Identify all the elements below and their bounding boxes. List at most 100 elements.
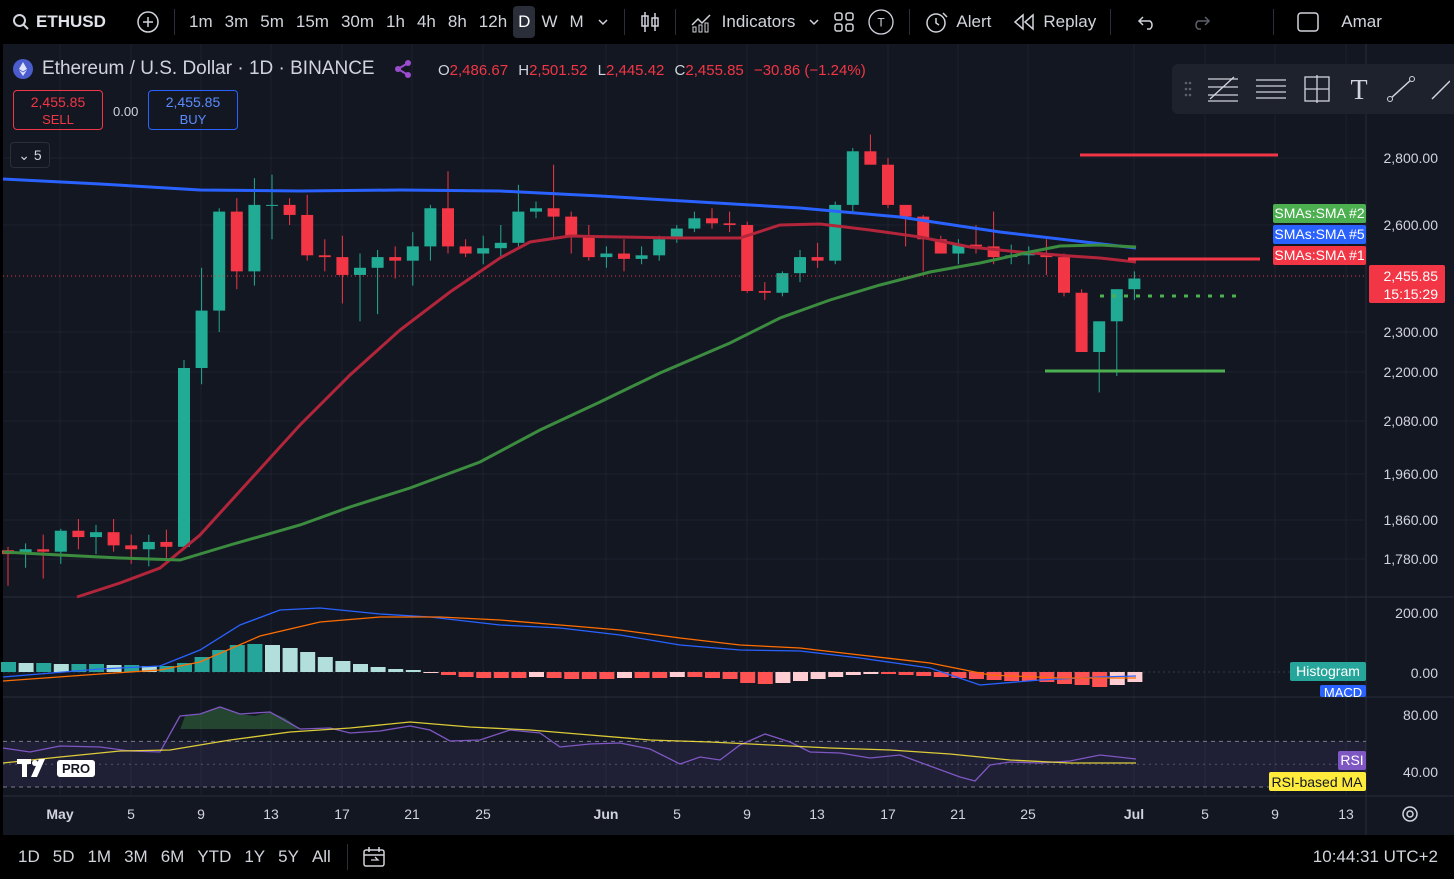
indicators-dropdown[interactable] xyxy=(801,6,827,38)
price-axis-label: 2,600.00 xyxy=(1384,217,1439,233)
indicators-button[interactable]: Indicators xyxy=(684,6,802,38)
price-chart[interactable]: 2,800.00 2,600.00 2,300.00 2,200.00 2,080.00… xyxy=(0,0,1454,835)
interval-8h[interactable]: 8h xyxy=(447,12,467,31)
fib-retracement-icon[interactable] xyxy=(1206,75,1240,103)
candle-body xyxy=(530,208,542,212)
long-position-icon[interactable] xyxy=(1302,74,1332,104)
range-6m[interactable]: 6M xyxy=(160,847,185,866)
replay-label: Replay xyxy=(1043,12,1097,31)
time-axis-label: 21 xyxy=(404,806,420,822)
histogram-bar xyxy=(124,665,140,672)
candle-body xyxy=(899,204,912,217)
range-1d[interactable]: 1D xyxy=(18,847,40,866)
interval-1m[interactable]: 1m xyxy=(189,12,213,31)
spread-value: 0.00 xyxy=(113,104,139,119)
interval-12h[interactable]: 12h xyxy=(478,12,508,31)
histogram-bar xyxy=(793,672,808,681)
buy-button[interactable]: 2,455.85 BUY xyxy=(148,90,238,130)
candle-body xyxy=(389,257,402,261)
range-all[interactable]: All xyxy=(311,847,331,866)
candle-body xyxy=(970,244,982,247)
histogram-bar xyxy=(247,644,263,672)
candle-body xyxy=(1128,278,1141,290)
interval-4h[interactable]: 4h xyxy=(416,12,436,31)
histogram-bar xyxy=(722,672,738,679)
histogram-bar xyxy=(898,672,914,675)
candle-body xyxy=(459,246,472,254)
sma5-line xyxy=(2,177,1137,250)
symbol-legend[interactable]: Ethereum / U.S. Dollar · 1D · BINANCE xyxy=(12,58,417,80)
range-1m[interactable]: 1M xyxy=(87,847,112,866)
chevron-down-icon xyxy=(809,19,819,26)
interval-15m[interactable]: 15m xyxy=(295,12,329,31)
indicator-count: 5 xyxy=(33,147,42,163)
candle-body xyxy=(37,549,50,552)
time-axis-label: 13 xyxy=(1338,806,1354,822)
interval-1h[interactable]: 1h xyxy=(386,12,405,31)
replay-button[interactable]: Replay xyxy=(1007,6,1102,38)
trend-line-icon[interactable] xyxy=(1386,75,1416,103)
histogram-bar xyxy=(881,672,896,674)
candle-body xyxy=(266,204,278,206)
svg-text:T: T xyxy=(878,16,886,30)
redo-button[interactable] xyxy=(1185,6,1217,38)
change-value: −30.86 (−1.24%) xyxy=(753,62,866,79)
close-value: 2,455.85 xyxy=(685,62,744,79)
interval-30m[interactable]: 30m xyxy=(340,12,375,31)
candle-body xyxy=(723,223,736,225)
histogram-bar xyxy=(529,672,544,677)
interval-m[interactable]: M xyxy=(569,12,584,31)
drag-handle-icon[interactable] xyxy=(1184,80,1192,98)
undo-button[interactable] xyxy=(1131,6,1163,38)
macd-histogram xyxy=(1,644,1143,687)
interval-5m[interactable]: 5m xyxy=(260,12,284,31)
price-axis-label: 2,300.00 xyxy=(1384,324,1439,340)
search-icon xyxy=(13,14,29,30)
candle-body xyxy=(794,257,806,274)
range-1y[interactable]: 1Y xyxy=(244,847,266,866)
rsi-overbought-fill xyxy=(180,707,300,730)
sma5-label-bg xyxy=(1273,225,1366,244)
candle-body xyxy=(635,255,648,259)
text-tool-icon[interactable]: T xyxy=(1346,75,1372,103)
candle-body xyxy=(1022,253,1035,256)
settings-gear-icon[interactable] xyxy=(1402,806,1418,822)
alert-button[interactable]: Alert xyxy=(918,6,997,38)
trend-line-icon-2[interactable] xyxy=(1430,75,1450,103)
histogram-bar xyxy=(581,672,597,679)
interval-dropdown[interactable] xyxy=(590,6,616,38)
candle-body xyxy=(301,214,314,256)
range-5y[interactable]: 5Y xyxy=(278,847,299,866)
user-name[interactable]: Amar xyxy=(1341,12,1382,31)
parallel-channel-icon[interactable] xyxy=(1254,75,1288,103)
interval-w[interactable]: W xyxy=(541,12,558,31)
chart-area[interactable] xyxy=(3,44,1454,835)
redo-icon xyxy=(1195,16,1211,30)
histogram-bar xyxy=(740,672,756,683)
chart-type-button[interactable] xyxy=(633,6,667,38)
symbol-search[interactable]: ETHUSD xyxy=(0,12,130,32)
clock[interactable]: 10:44:31 UTC+2 xyxy=(1312,847,1438,866)
range-3m[interactable]: 3M xyxy=(124,847,148,866)
range-5d[interactable]: 5D xyxy=(52,847,75,866)
histogram-bar xyxy=(933,672,949,677)
compare-button[interactable] xyxy=(130,6,166,38)
interval-d[interactable]: D xyxy=(513,6,536,38)
goto-date-button[interactable] xyxy=(356,841,392,873)
histogram-bar xyxy=(388,669,404,672)
templates-button[interactable]: T xyxy=(861,6,901,38)
data-source-icon[interactable] xyxy=(393,58,417,80)
fullscreen-button[interactable] xyxy=(1290,6,1326,38)
candle-body xyxy=(72,530,85,538)
range-ytd[interactable]: YTD xyxy=(197,847,232,866)
candles xyxy=(2,134,1141,586)
interval-3m[interactable]: 3m xyxy=(224,12,249,31)
drawing-toolbar: T xyxy=(1172,64,1454,114)
indicators-collapse-button[interactable]: ⌄ 5 xyxy=(10,142,50,168)
grid-icon xyxy=(834,12,855,32)
sell-label: SELL xyxy=(42,112,74,127)
layouts-button[interactable] xyxy=(827,6,861,38)
histogram-bar xyxy=(916,672,932,676)
sell-button[interactable]: 2,455.85 SELL xyxy=(13,90,103,130)
histogram-bar xyxy=(617,672,632,678)
